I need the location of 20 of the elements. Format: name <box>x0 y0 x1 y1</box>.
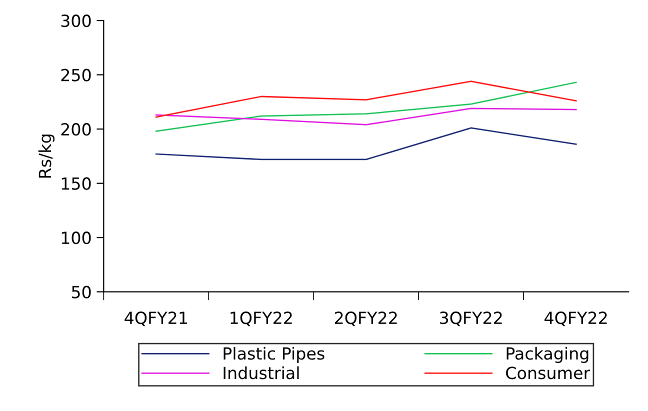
x-tick-label: 3QFY22 <box>440 312 502 326</box>
y-tick-label: 50 <box>72 286 91 298</box>
x-tick-label: 4QFY21 <box>124 312 187 326</box>
x-tick-label: 1QFY22 <box>230 312 292 326</box>
x-tick-label: 4QFY22 <box>544 312 607 326</box>
y-axis-title: Rs/kg <box>38 134 55 178</box>
line-series <box>155 82 577 132</box>
line-series <box>155 127 577 160</box>
y-tick-label: 200 <box>61 123 91 136</box>
legend-label: Packaging <box>506 346 588 364</box>
y-tick-label: 300 <box>61 14 91 28</box>
y-tick-label: 250 <box>61 68 91 82</box>
x-tick-label: 2QFY22 <box>334 312 397 326</box>
line-series <box>155 80 577 118</box>
y-tick-label: 150 <box>62 177 91 190</box>
legend-label: Consumer <box>506 366 590 380</box>
y-tick-label: 100 <box>62 232 91 244</box>
legend-label: Industrial <box>224 366 299 380</box>
line-series <box>155 108 577 126</box>
legend-label: Plastic Pipes <box>224 346 324 364</box>
